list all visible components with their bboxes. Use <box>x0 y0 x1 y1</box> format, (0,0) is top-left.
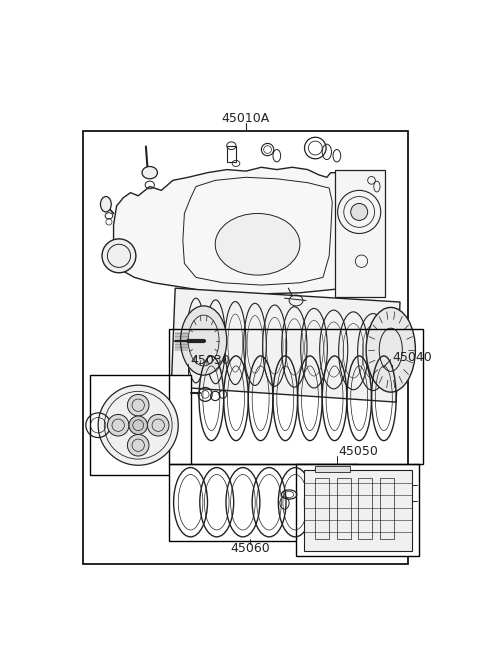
Ellipse shape <box>180 306 227 375</box>
Bar <box>337 478 351 539</box>
Bar <box>169 464 358 541</box>
Ellipse shape <box>102 239 136 273</box>
Text: 45010A: 45010A <box>222 112 270 125</box>
Ellipse shape <box>351 203 368 220</box>
Text: 45060: 45060 <box>230 542 270 555</box>
Bar <box>315 478 329 539</box>
Bar <box>335 170 384 297</box>
Ellipse shape <box>98 385 178 465</box>
Ellipse shape <box>366 308 415 392</box>
Bar <box>315 466 350 472</box>
Ellipse shape <box>147 415 169 436</box>
Ellipse shape <box>127 434 149 456</box>
Bar <box>359 478 372 539</box>
Bar <box>83 131 408 564</box>
Ellipse shape <box>127 394 149 416</box>
Ellipse shape <box>215 213 300 275</box>
Ellipse shape <box>100 197 111 212</box>
Bar <box>296 464 419 556</box>
Text: 45040: 45040 <box>392 351 432 364</box>
Text: 45030: 45030 <box>191 354 230 367</box>
Bar <box>227 146 236 162</box>
Bar <box>380 478 394 539</box>
Bar <box>169 329 423 464</box>
Bar <box>304 470 411 551</box>
Ellipse shape <box>142 167 157 179</box>
Text: 45050: 45050 <box>338 445 378 458</box>
Polygon shape <box>114 167 383 295</box>
Polygon shape <box>171 288 400 402</box>
Ellipse shape <box>129 416 147 434</box>
Bar <box>90 375 191 475</box>
Ellipse shape <box>108 415 129 436</box>
